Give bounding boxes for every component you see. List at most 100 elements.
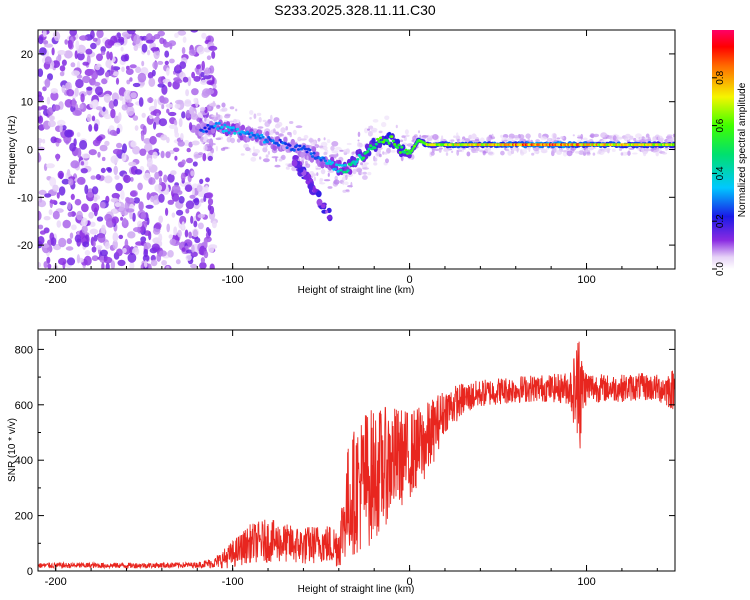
noise-blob (193, 97, 198, 104)
noise-blob (179, 61, 187, 69)
ridge-outer (196, 123, 201, 130)
ridge-outer (290, 138, 295, 145)
noise-blob (79, 103, 84, 110)
ridge-core (258, 136, 262, 140)
halo-blob (383, 151, 388, 155)
noise-blob (72, 109, 82, 116)
halo-blob (395, 124, 398, 129)
noise-blob (43, 261, 48, 269)
noise-blob (184, 229, 189, 238)
noise-blob (146, 192, 151, 201)
ridge-outer (371, 137, 376, 144)
halo-blob (210, 142, 216, 146)
halo-blob (551, 132, 557, 139)
noise-blob (177, 140, 185, 147)
ridge-core (359, 155, 363, 159)
noise-blob (97, 151, 101, 158)
noise-blob (153, 34, 161, 40)
noise-blob (191, 244, 195, 253)
noise-blob (80, 161, 85, 166)
noise-blob (80, 168, 88, 174)
ridge-core (367, 147, 371, 151)
noise-blob (42, 30, 47, 38)
colorbar-tick-label: 0.2 (715, 214, 726, 228)
snr-ylabel: SNR (10 * v/v) (7, 418, 18, 482)
halo-blob (632, 152, 638, 155)
noise-blob (109, 51, 113, 61)
noise-blob (108, 100, 115, 110)
noise-blob (110, 65, 114, 75)
halo-blob (479, 149, 484, 153)
noise-blob (147, 157, 153, 167)
noise-blob (120, 216, 124, 221)
noise-blob (103, 93, 111, 103)
halo-blob (342, 181, 345, 186)
noise-blob (127, 252, 137, 263)
halo-blob (372, 119, 379, 123)
noise-blob (188, 231, 192, 239)
halo-blob (520, 151, 525, 156)
noise-blob (164, 50, 170, 58)
noise-blob (175, 64, 181, 71)
noise-blob (81, 153, 91, 159)
noise-blob (158, 118, 168, 127)
noise-blob (167, 81, 172, 88)
noise-blob (192, 229, 198, 238)
noise-blob (196, 64, 202, 70)
noise-blob (185, 89, 190, 97)
ridge-core (346, 169, 350, 173)
halo-blob (474, 139, 480, 142)
halo-blob (528, 146, 531, 152)
noise-blob (181, 159, 186, 165)
noise-blob (206, 80, 215, 86)
noise-blob (74, 87, 79, 97)
halo-blob (264, 121, 271, 127)
noise-blob (191, 140, 200, 146)
noise-blob (190, 30, 199, 33)
noise-blob (38, 189, 47, 196)
halo-blob (363, 162, 369, 165)
noise-blob (74, 234, 82, 243)
noise-blob (120, 46, 124, 52)
halo-blob (419, 134, 422, 139)
ridge-core (381, 140, 385, 144)
noise-blob (52, 184, 59, 192)
noise-blob (68, 178, 74, 186)
halo-blob (203, 145, 208, 152)
halo-blob (334, 146, 342, 151)
noise-blob (167, 173, 175, 183)
noise-blob (102, 106, 106, 112)
ridge-core (271, 139, 275, 143)
ridge-core (227, 131, 231, 135)
noise-blob (207, 244, 215, 253)
noise-blob (165, 151, 171, 159)
noise-blob (115, 182, 123, 192)
noise-blob (185, 200, 195, 210)
noise-blob (109, 129, 117, 136)
halo-blob (316, 172, 319, 177)
noise-blob (71, 224, 77, 231)
noise-blob (81, 225, 88, 234)
ridge-outer (272, 144, 277, 151)
noise-blob (44, 56, 52, 65)
snr-x-tick-label: -200 (45, 576, 67, 588)
noise-blob (175, 79, 183, 84)
halo-blob (671, 136, 675, 141)
halo-blob (379, 153, 382, 158)
halo-blob (317, 137, 321, 142)
noise-blob (96, 135, 103, 142)
noise-blob (141, 43, 148, 53)
noise-blob (101, 78, 108, 85)
noise-blob (91, 246, 97, 253)
halo-blob (215, 112, 218, 116)
halo-blob (265, 154, 269, 158)
noise-blob (84, 250, 91, 256)
ridge-core (214, 122, 218, 125)
noise-blob (191, 186, 195, 197)
halo-blob (586, 151, 591, 155)
noise-blob (203, 75, 212, 80)
snr-series-line (38, 341, 675, 570)
noise-blob (112, 71, 119, 76)
noise-blob (65, 246, 74, 251)
noise-blob (104, 175, 113, 184)
